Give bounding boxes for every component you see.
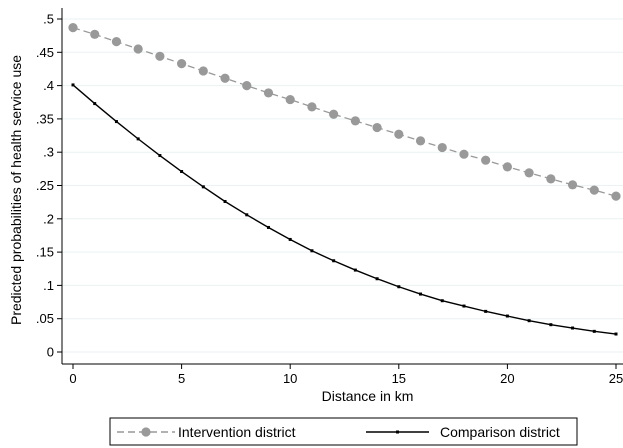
data-point	[502, 162, 512, 172]
data-point	[223, 199, 227, 203]
data-point	[549, 323, 553, 327]
legend-key-marker	[141, 427, 151, 437]
y-tick-label: .1	[43, 278, 54, 293]
x-tick-label: 15	[392, 371, 406, 386]
data-point	[111, 37, 122, 47]
grid	[62, 18, 623, 353]
data-point	[136, 137, 140, 141]
y-tick-label: 0	[47, 345, 54, 360]
data-point	[589, 185, 599, 195]
y-tick-label: .25	[36, 178, 54, 193]
legend-box	[109, 417, 578, 446]
data-point	[242, 81, 252, 91]
x-axis-title: Distance in km	[322, 388, 414, 404]
legend-label: Intervention district	[178, 424, 296, 440]
y-tick-label: .4	[43, 78, 54, 93]
legend-label: Comparison district	[440, 424, 560, 440]
y-tick-label: .3	[43, 145, 54, 160]
data-point	[546, 174, 556, 184]
data-point	[527, 319, 531, 323]
data-point	[592, 329, 596, 333]
data-point	[114, 120, 118, 124]
data-point	[329, 109, 339, 119]
series-group	[68, 23, 621, 336]
axes: 0 .05 .1 .15 .2 .25 .3 .35 .4 .45 .5 0 5 10 15 20 25	[36, 8, 623, 386]
data-point	[68, 23, 78, 33]
data-point	[71, 83, 75, 87]
data-point	[288, 237, 292, 241]
x-tick-label: 25	[609, 371, 623, 386]
data-point	[419, 292, 423, 296]
data-point	[571, 326, 575, 330]
data-point	[285, 94, 295, 105]
data-point	[481, 155, 491, 165]
data-point	[437, 142, 447, 153]
y-axis-title: Predicted probabilities of health servic…	[8, 55, 24, 325]
data-point	[394, 129, 404, 139]
y-tick-label: .45	[36, 45, 54, 60]
legend: Intervention district Comparison district	[109, 417, 578, 446]
data-point	[462, 304, 466, 308]
data-point	[133, 44, 143, 54]
data-point	[201, 185, 205, 189]
data-point	[614, 332, 618, 336]
series-0	[68, 23, 621, 201]
data-point	[93, 102, 97, 106]
data-point	[198, 66, 208, 76]
data-point	[177, 59, 187, 69]
y-tick-label: .15	[36, 245, 54, 260]
data-point	[263, 88, 274, 98]
y-tick-label: .5	[43, 12, 54, 27]
data-point	[459, 149, 469, 159]
data-point	[180, 170, 184, 174]
data-point	[310, 249, 314, 253]
legend-item-1: Comparison district	[366, 424, 560, 440]
data-point	[440, 299, 444, 303]
data-point	[611, 191, 621, 201]
series-line	[72, 27, 617, 197]
legend-items: Intervention district Comparison district	[117, 424, 560, 440]
data-point	[353, 268, 357, 272]
data-point	[372, 122, 382, 133]
data-point	[90, 29, 100, 39]
data-point	[375, 277, 379, 281]
data-point	[397, 285, 401, 289]
legend-item-0: Intervention district	[117, 424, 296, 440]
data-point	[266, 225, 270, 229]
data-point	[505, 314, 509, 318]
data-point	[524, 168, 534, 178]
x-tick-label: 5	[178, 371, 185, 386]
series-1	[71, 83, 618, 336]
series-line	[72, 84, 617, 335]
data-point	[155, 51, 165, 61]
data-point	[220, 73, 230, 83]
x-tick-label: 10	[283, 371, 297, 386]
data-point	[307, 102, 317, 112]
data-point	[415, 136, 426, 146]
data-point	[484, 309, 488, 313]
x-tick-label: 0	[69, 371, 76, 386]
x-tick-label: 20	[500, 371, 514, 386]
data-point	[567, 180, 578, 190]
data-point	[350, 116, 360, 126]
y-tick-label: .2	[43, 211, 54, 226]
data-point	[332, 259, 336, 263]
data-point	[245, 213, 249, 217]
y-tick-label: .05	[36, 311, 54, 326]
data-point	[158, 154, 162, 158]
y-tick-label: .35	[36, 111, 54, 126]
legend-key-marker	[396, 430, 399, 434]
